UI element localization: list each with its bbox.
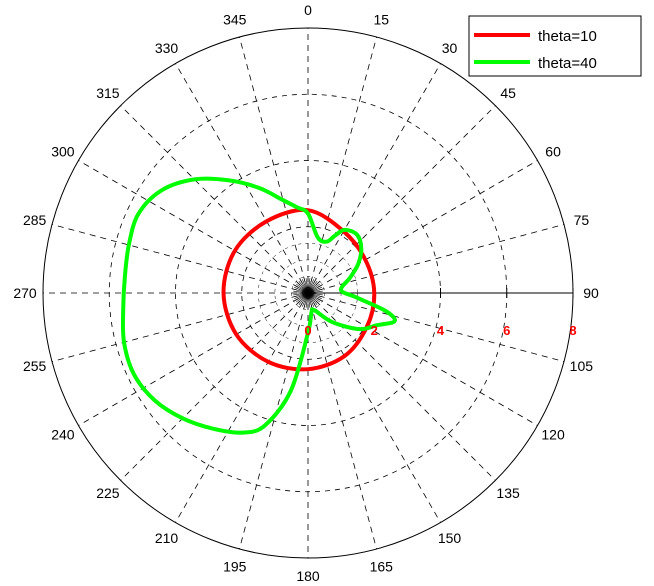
spoke-150: [307, 292, 441, 523]
angle-label-15: 15: [373, 12, 389, 28]
angle-label-240: 240: [51, 427, 75, 443]
angle-label-120: 120: [541, 427, 565, 443]
spoke-30: [307, 63, 441, 294]
spoke-300: [78, 160, 309, 294]
angle-label-165: 165: [370, 558, 394, 574]
angle-label-315: 315: [96, 85, 120, 101]
angle-labels: 0153045607590105120135150165180195210225…: [13, 2, 599, 584]
legend-label-theta-40: theta=40: [538, 55, 597, 72]
spoke-135: [307, 292, 496, 481]
angle-label-45: 45: [500, 85, 516, 101]
angle-label-345: 345: [223, 12, 247, 28]
radial-label-4: 4: [437, 323, 445, 338]
spoke-75: [307, 224, 565, 294]
spoke-120: [307, 292, 538, 426]
spoke-165: [307, 292, 377, 550]
legend-label-theta-10: theta=10: [538, 28, 597, 45]
angle-label-60: 60: [545, 144, 561, 160]
angle-label-105: 105: [570, 358, 594, 374]
radial-label-2: 2: [371, 323, 378, 338]
angle-label-195: 195: [223, 558, 247, 574]
spoke-45: [307, 105, 496, 294]
angle-label-285: 285: [23, 212, 47, 228]
angle-label-0: 0: [304, 2, 312, 18]
angle-label-135: 135: [496, 485, 520, 501]
angle-label-90: 90: [583, 285, 599, 301]
legend-box: [468, 15, 642, 77]
spoke-330: [175, 63, 309, 294]
radial-label-0: 0: [304, 323, 311, 338]
spoke-15: [307, 36, 377, 294]
angle-label-210: 210: [155, 530, 179, 546]
radial-labels: 0 2 4 6 8: [304, 323, 576, 338]
radial-label-6: 6: [503, 323, 510, 338]
angle-label-270: 270: [13, 285, 37, 301]
legend: theta=10 theta=40: [468, 15, 642, 77]
spoke-225: [120, 292, 309, 481]
spoke-315: [120, 105, 309, 294]
radial-label-8: 8: [569, 323, 576, 338]
series-line-theta-40: [120, 176, 397, 435]
series-lines: [120, 176, 397, 435]
angle-label-225: 225: [96, 485, 120, 501]
angle-label-75: 75: [574, 212, 590, 228]
spoke-285: [51, 224, 309, 294]
spoke-210: [175, 292, 309, 523]
spoke-60: [307, 160, 538, 294]
angle-label-30: 30: [442, 40, 458, 56]
angle-label-180: 180: [296, 568, 320, 584]
angle-label-330: 330: [155, 40, 179, 56]
spoke-240: [78, 292, 309, 426]
spoke-255: [51, 292, 309, 362]
spoke-105: [307, 292, 565, 362]
polar-grid: [42, 27, 574, 559]
spoke-195: [239, 292, 309, 550]
spoke-345: [239, 36, 309, 294]
series-line-theta-10: [221, 207, 377, 372]
angle-label-150: 150: [438, 530, 462, 546]
angle-label-300: 300: [51, 144, 75, 160]
angle-label-255: 255: [23, 358, 47, 374]
